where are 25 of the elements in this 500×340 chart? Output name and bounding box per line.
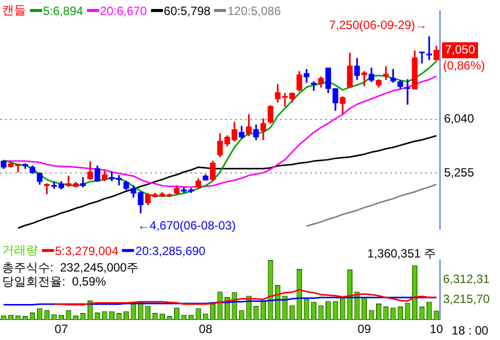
text: 거래량 [2,242,38,259]
legend-label: 5:6,894 [43,4,84,18]
annotation: 당일회전율: 0,59% [2,274,106,288]
text: 3,215,70 [443,292,490,306]
x-tick-label: 07 [54,322,68,336]
candlestick [419,52,425,64]
legend-label: 20:3,285,690 [135,244,206,258]
annotation: 7,050 [445,42,476,57]
annotation: 총주식수: 232,245,000주 [2,260,139,274]
legend-label: 20:6,670 [100,4,147,18]
x-tick-label: 08 [198,322,213,336]
text: (0,86%) [443,58,486,73]
annotation: ←4,670(06-08-03) [138,218,236,232]
legend-label: 60:5,798 [164,4,210,18]
x-tick-label: 10 [430,322,444,336]
y-tick-label: 5,255 [444,165,474,180]
legend-label: 120:5,086 [227,4,281,18]
text: 18 : 00 [452,323,489,338]
x-tick-label: 09 [358,322,372,336]
text: 캔들 [2,2,26,19]
legend-label: 5:3,279,004 [55,244,118,258]
annotation: 7,250(06-09-29)→ [329,18,428,32]
y-tick-label: 6,040 [444,112,474,126]
text: 6,312,31 [443,272,490,286]
annotation: 1,360,351 주 [367,246,436,260]
